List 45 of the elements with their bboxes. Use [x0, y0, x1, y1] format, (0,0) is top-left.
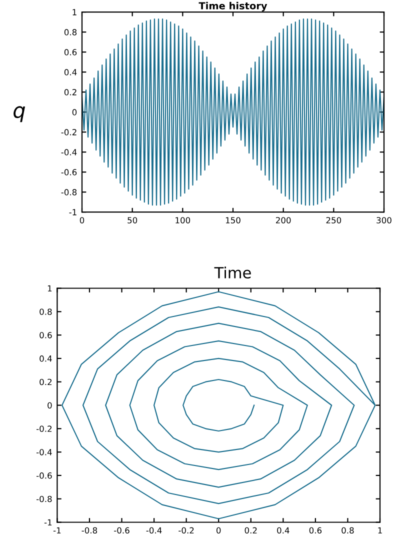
x-tick-label: 100: [176, 217, 190, 224]
y-tick-label: 0.4: [64, 69, 77, 76]
x-tick-label: -0.8: [82, 527, 98, 534]
x-tick-label: 200: [276, 217, 291, 224]
x-tick-label: -0.4: [146, 527, 162, 534]
y-tick-label: -1: [69, 209, 76, 216]
y-tick-label: 0.6: [64, 49, 77, 56]
y-tick-label: -0.8: [61, 189, 77, 196]
x-tick-label: 0: [80, 217, 84, 224]
y-tick-label: -0.8: [36, 496, 52, 502]
y-tick-label: 1: [72, 9, 76, 16]
y-tick-label: 0.2: [40, 378, 52, 386]
x-tick-label: -1: [53, 527, 61, 534]
y-tick-label: 0: [72, 109, 77, 116]
x-tick-label: 50: [128, 217, 138, 224]
x-tick-label: 0.8: [342, 527, 354, 534]
y-tick-label: -1: [44, 519, 52, 526]
y-tick-label: -0.4: [61, 149, 77, 156]
x-tick-label: 1: [378, 527, 382, 534]
y-tick-label: 0.8: [64, 29, 77, 36]
y-tick-label: 0.8: [40, 308, 52, 315]
line-series: [82, 18, 384, 206]
x-axis-title: Time: [214, 266, 251, 278]
x-tick-label: 0.2: [244, 527, 257, 534]
y-tick-label: 1: [48, 285, 52, 292]
x-tick-label: 0.6: [309, 527, 322, 534]
x-tick-label: 0.4: [277, 527, 290, 534]
x-tick-label: 300: [376, 217, 392, 224]
x-tick-label: 0: [216, 527, 221, 534]
y-tick-label: 0.6: [40, 332, 52, 338]
y-tick-label: -0.4: [36, 449, 52, 456]
chart-title: Time history: [198, 2, 268, 12]
x-tick-label: -0.6: [114, 527, 130, 534]
y-tick-label: -0.6: [61, 169, 77, 176]
y-tick-label: -0.2: [36, 426, 52, 432]
y-tick-label: 0.2: [64, 89, 76, 96]
x-tick-label: -0.2: [178, 527, 194, 534]
y-axis-title: q: [14, 106, 26, 122]
y-tick-label: -0.6: [36, 472, 52, 479]
y-tick-label: 0: [48, 402, 52, 409]
y-tick-label: 0.4: [40, 355, 52, 362]
x-tick-label: 250: [326, 217, 342, 224]
line-series: [61, 291, 376, 520]
y-tick-label: -0.2: [61, 129, 76, 136]
x-tick-label: 150: [226, 217, 240, 224]
